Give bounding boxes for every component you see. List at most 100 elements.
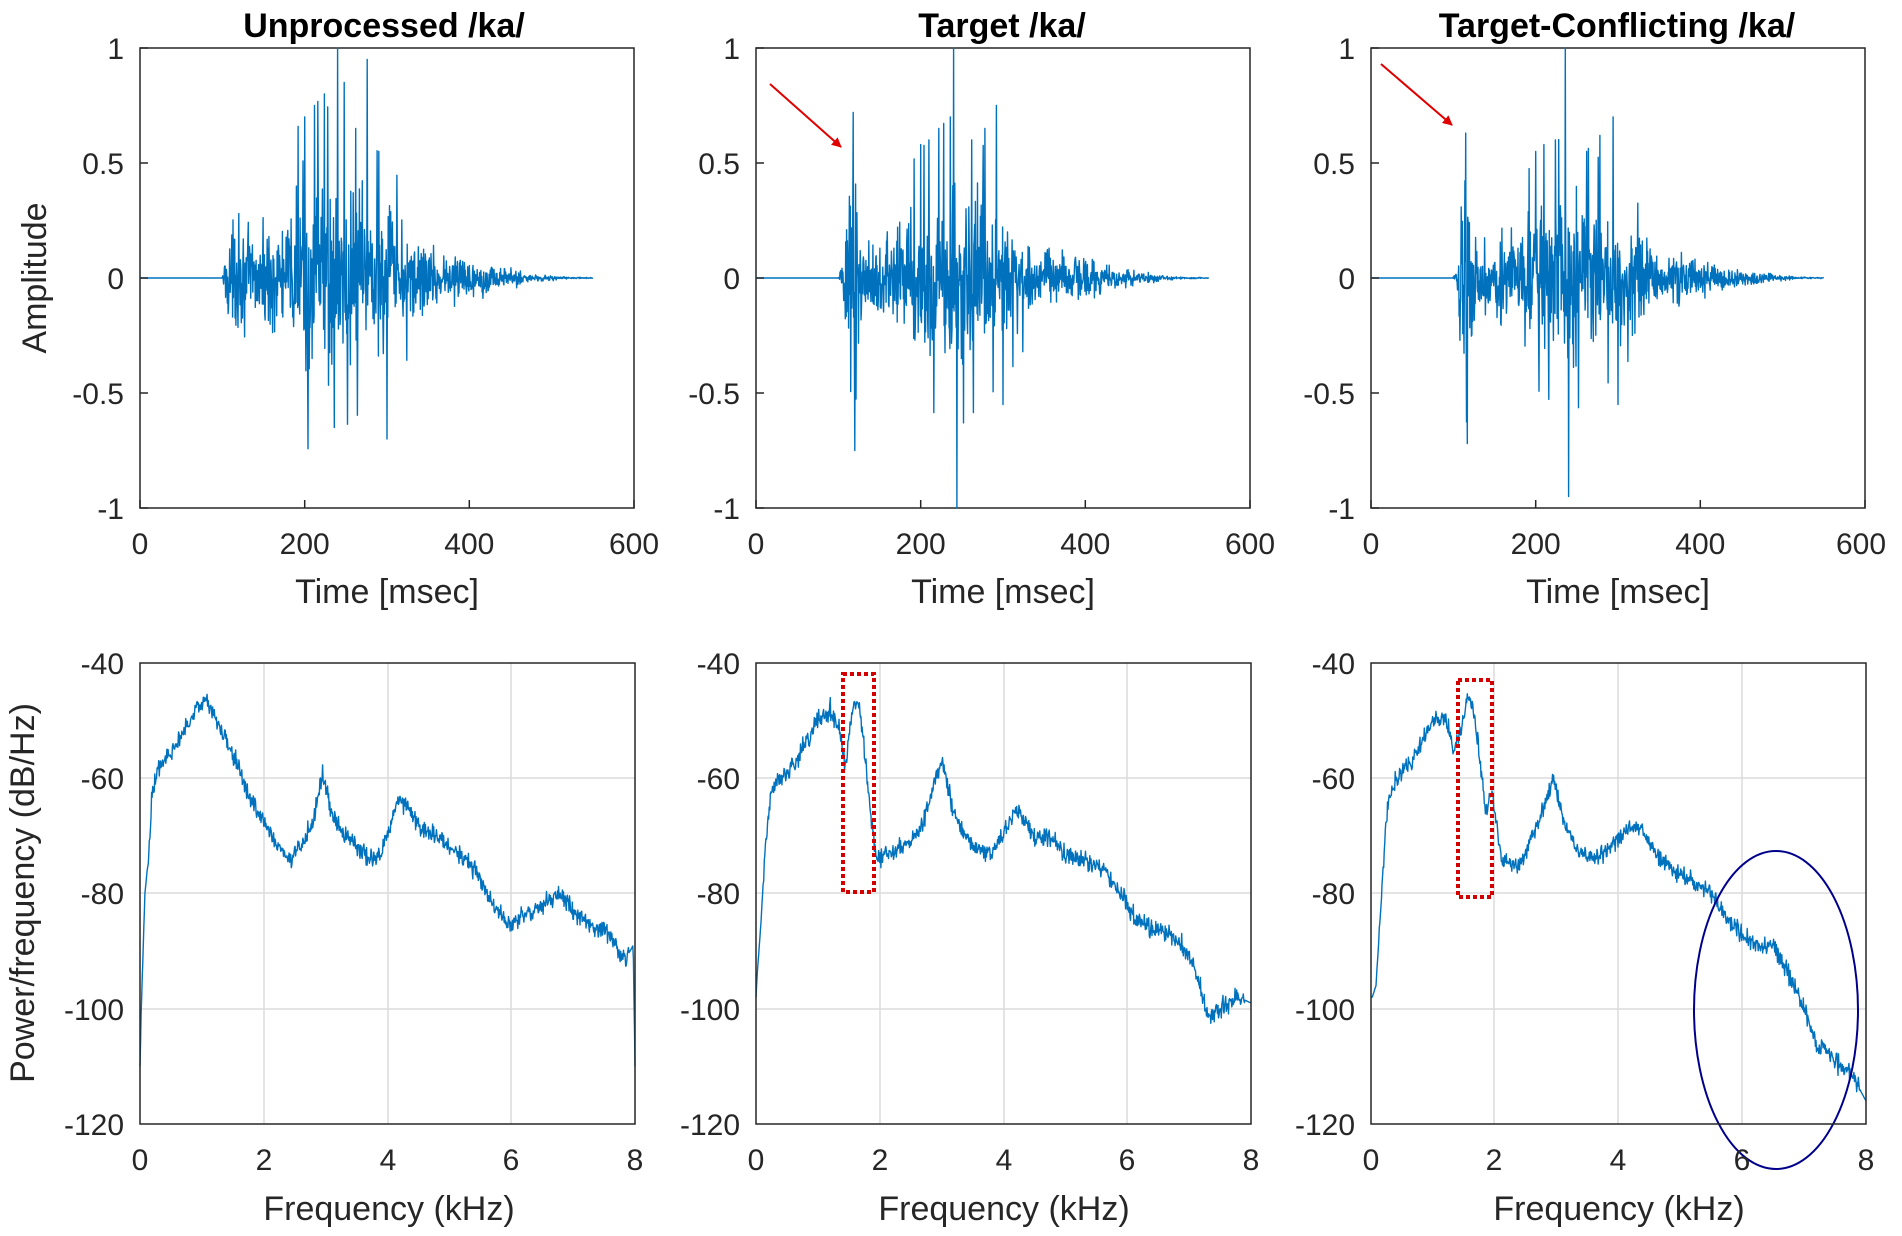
y-tick-label: 0 [107, 263, 124, 296]
x-axis: 0 2 4 6 8 Frequency (kHz) [1363, 1144, 1875, 1228]
red-arrow-annotation [769, 83, 842, 148]
x-tick-label: 8 [1243, 1144, 1260, 1177]
y-tick-label: -80 [1312, 878, 1355, 911]
x-axis-label: Frequency (kHz) [263, 1190, 514, 1228]
panel-bottom-right: 0 2 4 6 8 Frequency (kHz) -40 -60 -80 -1… [1295, 648, 1874, 1228]
x-axis: 0 200 400 600 Time [msec] [132, 500, 659, 611]
x-tick-label: 4 [380, 1144, 397, 1177]
x-tick-label: 4 [1610, 1144, 1627, 1177]
y-tick-label: -100 [64, 994, 124, 1027]
x-tick-label: 200 [280, 528, 330, 561]
y-tick-label: 1 [723, 33, 740, 66]
panel-top-right: Target-Conflicting /ka/ 0 200 400 600 Ti… [1303, 7, 1886, 611]
x-tick-label: 6 [1734, 1144, 1751, 1177]
chart-title: Unprocessed /ka/ [243, 7, 525, 45]
axes-frame [139, 662, 636, 1125]
y-tick-label: -120 [680, 1109, 740, 1142]
x-axis: 0 2 4 6 8 Frequency (kHz) [748, 1144, 1260, 1228]
psd-series [1370, 693, 1867, 1102]
grid-lines [756, 663, 1251, 1124]
y-tick-label: 1 [107, 33, 124, 66]
x-tick-label: 600 [1836, 528, 1886, 561]
y-tick-label: -100 [680, 994, 740, 1027]
y-tick-label: -100 [1295, 994, 1355, 1027]
panel-bottom-left: 0 2 4 6 8 Frequency (kHz) -40 -60 -80 -1… [4, 648, 643, 1228]
y-axis: 1 0.5 0 -0.5 -1 [688, 33, 764, 526]
psd-series [755, 696, 1252, 1024]
x-tick-label: 6 [503, 1144, 520, 1177]
y-axis-label: Power/frequency (dB/Hz) [4, 703, 42, 1083]
x-tick-label: 400 [1675, 528, 1725, 561]
y-tick-label: -80 [697, 878, 740, 911]
x-tick-label: 400 [444, 528, 494, 561]
y-tick-label: 0.5 [82, 148, 124, 181]
y-tick-label: -40 [1312, 648, 1355, 681]
x-tick-label: 0 [748, 1144, 765, 1177]
panel-top-center: Target /ka/ 0 200 400 600 Time [msec] 1 … [688, 7, 1275, 611]
x-axis-label: Frequency (kHz) [1493, 1190, 1744, 1228]
axes-frame [1370, 662, 1867, 1125]
y-tick-label: -1 [97, 493, 124, 526]
y-tick-label: -60 [697, 763, 740, 796]
y-tick-label: -0.5 [688, 378, 740, 411]
y-axis: -40 -60 -80 -100 -120 Power/frequency (d… [4, 648, 124, 1142]
y-axis: 1 0.5 0 -0.5 -1 Amplitude [16, 33, 148, 526]
x-tick-label: 200 [1511, 528, 1561, 561]
x-tick-label: 0 [748, 528, 765, 561]
y-tick-label: -40 [81, 648, 124, 681]
panel-bottom-center: 0 2 4 6 8 Frequency (kHz) -40 -60 -80 -1… [680, 648, 1259, 1228]
x-axis-label: Frequency (kHz) [878, 1190, 1129, 1228]
x-tick-label: 8 [627, 1144, 644, 1177]
x-tick-label: 600 [1225, 528, 1275, 561]
amplitude-series [1371, 47, 1825, 498]
x-tick-label: 8 [1858, 1144, 1875, 1177]
y-axis: -40 -60 -80 -100 -120 [680, 648, 740, 1142]
x-tick-label: 600 [609, 528, 659, 561]
y-tick-label: -1 [713, 493, 740, 526]
panel-top-left: Unprocessed /ka/ 0 200 400 600 Time [mse… [16, 7, 659, 611]
x-axis-label: Time [msec] [295, 573, 479, 611]
y-tick-label: 0 [1338, 263, 1355, 296]
x-tick-label: 400 [1060, 528, 1110, 561]
y-tick-label: 1 [1338, 33, 1355, 66]
dotted-red-box-annotation [841, 672, 876, 894]
y-axis: 1 0.5 0 -0.5 -1 [1303, 33, 1379, 526]
x-tick-label: 0 [1363, 528, 1380, 561]
x-tick-label: 200 [896, 528, 946, 561]
y-tick-label: -40 [697, 648, 740, 681]
x-tick-label: 0 [132, 528, 149, 561]
y-tick-label: -0.5 [1303, 378, 1355, 411]
y-tick-label: 0.5 [1313, 148, 1355, 181]
x-tick-label: 2 [1486, 1144, 1503, 1177]
y-tick-label: -60 [1312, 763, 1355, 796]
y-tick-label: 0.5 [698, 148, 740, 181]
y-tick-label: -80 [81, 878, 124, 911]
x-tick-label: 0 [132, 1144, 149, 1177]
y-tick-label: -0.5 [72, 378, 124, 411]
amplitude-series [756, 47, 1210, 509]
x-tick-label: 4 [996, 1144, 1013, 1177]
grid-lines [140, 663, 635, 1124]
x-tick-label: 0 [1363, 1144, 1380, 1177]
blue-ellipse-annotation [1693, 850, 1859, 1170]
y-axis: -40 -60 -80 -100 -120 [1295, 648, 1355, 1142]
x-axis: 0 200 400 600 Time [msec] [1363, 500, 1886, 611]
amplitude-series [140, 47, 594, 450]
x-axis: 0 200 400 600 Time [msec] [748, 500, 1275, 611]
y-tick-label: -120 [64, 1109, 124, 1142]
x-axis-label: Time [msec] [911, 573, 1095, 611]
y-tick-label: -120 [1295, 1109, 1355, 1142]
x-axis: 0 2 4 6 8 Frequency (kHz) [132, 1144, 644, 1228]
x-axis-label: Time [msec] [1526, 573, 1710, 611]
x-tick-label: 2 [872, 1144, 889, 1177]
chart-title: Target-Conflicting /ka/ [1439, 7, 1796, 45]
y-tick-label: 0 [723, 263, 740, 296]
dotted-red-box-annotation [1456, 678, 1494, 899]
y-tick-label: -60 [81, 763, 124, 796]
y-tick-label: -1 [1328, 493, 1355, 526]
grid-lines [1371, 663, 1866, 1124]
axes-frame [755, 662, 1252, 1125]
red-arrow-annotation [1380, 63, 1453, 126]
chart-title: Target /ka/ [918, 7, 1086, 45]
